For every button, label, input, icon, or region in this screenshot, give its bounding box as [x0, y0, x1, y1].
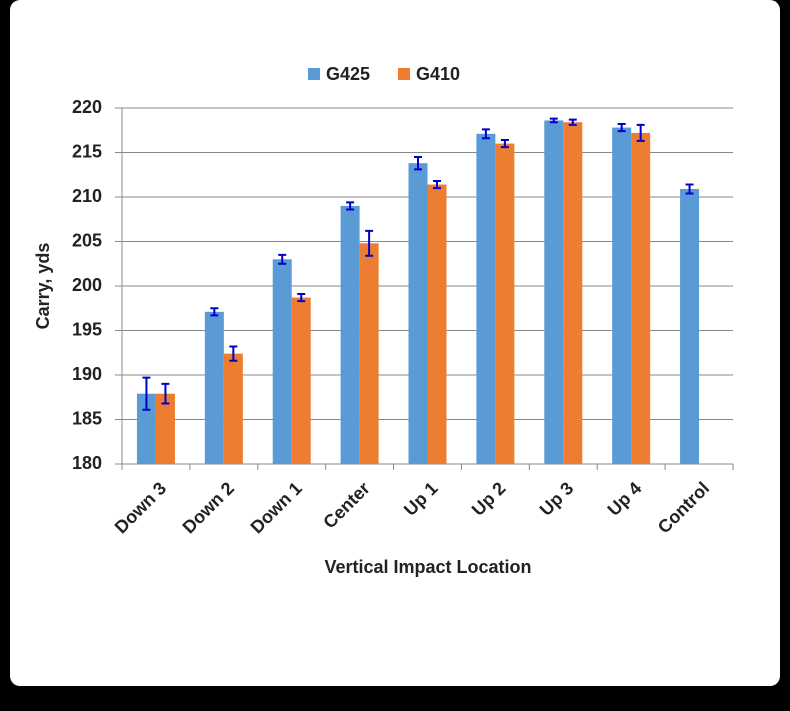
error-bar	[297, 293, 306, 303]
bar	[680, 188, 700, 465]
bar	[612, 127, 632, 464]
bar	[563, 122, 583, 465]
y-tick-label: 205	[72, 230, 102, 250]
error-bar	[142, 376, 151, 411]
error-bar	[346, 201, 355, 211]
legend-label: G410	[416, 64, 460, 84]
bar	[544, 120, 564, 465]
bar	[291, 297, 311, 464]
y-tick-label: 190	[72, 364, 102, 384]
error-bar	[414, 155, 422, 171]
bar	[476, 133, 496, 464]
error-bar	[617, 123, 626, 133]
y-axis-label: Carry, yds	[33, 243, 53, 330]
error-bar	[481, 128, 490, 140]
y-tick-label: 185	[72, 408, 102, 428]
bar	[223, 353, 243, 464]
bar	[272, 259, 292, 464]
bar	[427, 184, 447, 465]
legend-swatch	[308, 68, 320, 80]
y-tick-label: 180	[72, 453, 102, 473]
error-bar	[433, 179, 441, 190]
bar	[204, 311, 224, 464]
bar	[340, 205, 360, 464]
bar	[631, 132, 651, 465]
error-bar	[229, 345, 238, 362]
bar	[495, 143, 515, 464]
error-bar	[568, 118, 577, 126]
error-bar	[365, 229, 374, 257]
error-bar	[278, 253, 287, 265]
bar	[155, 393, 175, 464]
error-bar	[685, 183, 694, 195]
y-tick-label: 195	[72, 319, 102, 339]
error-bar	[549, 117, 558, 124]
x-axis-label: Vertical Impact Location	[324, 557, 531, 577]
error-bar	[500, 139, 509, 149]
y-tick-label: 200	[72, 275, 102, 295]
error-bar	[161, 382, 170, 405]
y-tick-label: 210	[72, 186, 102, 206]
bar	[359, 243, 379, 464]
bar	[408, 163, 428, 464]
card	[10, 0, 780, 686]
error-bar	[636, 123, 645, 142]
error-bar	[210, 307, 219, 317]
legend-label: G425	[326, 64, 370, 84]
y-tick-label: 220	[72, 97, 102, 117]
bar	[136, 393, 156, 464]
y-tick-label: 215	[72, 141, 102, 161]
legend-swatch	[398, 68, 410, 80]
